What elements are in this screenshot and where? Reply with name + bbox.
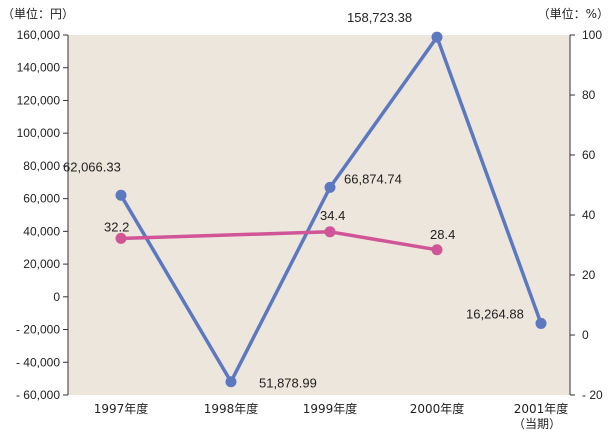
series-1-data-label: 16,264.88 <box>466 306 524 321</box>
left-tick-label: 160,000 <box>17 28 61 42</box>
left-tick-label: 120,000 <box>17 93 61 107</box>
right-tick-label: 100 <box>582 28 602 42</box>
plot-area <box>68 35 570 395</box>
left-tick-label: 0 <box>53 290 60 304</box>
x-category-label: 1997年度 <box>94 401 149 416</box>
series-1-data-label: 51,878.99 <box>259 376 317 391</box>
right-tick-label: - 20 <box>582 388 603 402</box>
x-category-label: 1998年度 <box>204 401 259 416</box>
series-2-point <box>324 226 336 238</box>
left-tick-label: - 40,000 <box>16 355 60 369</box>
left-tick-label: 60,000 <box>23 192 60 206</box>
series-1-point <box>115 189 127 201</box>
left-tick-label: - 60,000 <box>16 388 60 402</box>
series-1-point <box>431 31 443 43</box>
right-tick-label: 20 <box>582 268 596 282</box>
series-2-data-label: 28.4 <box>430 227 455 242</box>
left-tick-label: 80,000 <box>23 159 60 173</box>
x-category-label: 2001年度 <box>514 401 569 416</box>
series-1-point <box>324 181 336 193</box>
series-2-data-label: 32.2 <box>104 219 129 234</box>
series-1-point <box>225 376 237 388</box>
series-2-point <box>115 232 127 244</box>
left-tick-label: 40,000 <box>23 224 60 238</box>
right-tick-label: 80 <box>582 88 596 102</box>
right-tick-label: 40 <box>582 208 596 222</box>
series-1-data-label: 158,723.38 <box>347 10 412 25</box>
right-tick-label: 60 <box>582 148 596 162</box>
x-category-label: 1999年度 <box>303 401 358 416</box>
series-2-point <box>431 244 443 256</box>
left-tick-label: - 20,000 <box>16 323 60 337</box>
left-tick-label: 140,000 <box>17 61 61 75</box>
left-tick-label: 20,000 <box>23 257 60 271</box>
right-tick-label: 0 <box>582 328 589 342</box>
series-1-data-label: 62,066.33 <box>63 159 121 174</box>
left-tick-label: 100,000 <box>17 126 61 140</box>
x-category-label: 2000年度 <box>410 401 465 416</box>
series-2-data-label: 34.4 <box>320 208 345 223</box>
left-unit-label: （単位：円） <box>2 6 74 21</box>
series-1-data-label: 66,874.74 <box>344 171 402 186</box>
series-1-point <box>535 317 547 329</box>
x-category-sublabel: （当期） <box>513 417 561 431</box>
right-unit-label: （単位：%） <box>538 6 609 21</box>
